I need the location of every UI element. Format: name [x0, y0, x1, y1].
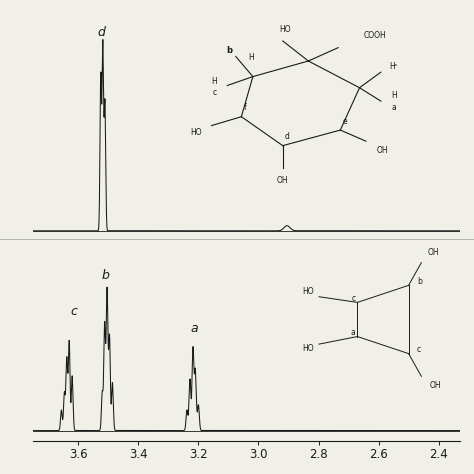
Text: b: b [101, 269, 109, 282]
Text: HO: HO [280, 25, 291, 34]
Text: d: d [97, 26, 105, 39]
Text: HO: HO [302, 345, 314, 353]
Text: d: d [284, 132, 290, 141]
Text: b: b [227, 46, 232, 55]
Text: e: e [342, 117, 347, 126]
Text: H: H [248, 53, 254, 62]
Text: OH: OH [277, 176, 289, 185]
Text: OH: OH [430, 382, 442, 390]
Text: a: a [350, 328, 355, 337]
Text: a: a [392, 103, 396, 112]
Text: OH: OH [376, 146, 388, 155]
Text: c: c [351, 294, 355, 303]
Text: f: f [244, 103, 247, 112]
Text: H: H [211, 77, 218, 85]
Text: Hᶜ: Hᶜ [389, 62, 398, 71]
Text: c: c [212, 88, 217, 97]
Text: c: c [417, 346, 421, 354]
Text: HO: HO [190, 128, 202, 137]
Text: a: a [190, 322, 198, 335]
Text: c: c [71, 305, 78, 318]
Text: H: H [392, 91, 397, 100]
Text: HO: HO [302, 288, 314, 296]
Text: b: b [417, 277, 422, 286]
Text: OH: OH [428, 248, 439, 256]
Text: COOH: COOH [364, 31, 386, 40]
